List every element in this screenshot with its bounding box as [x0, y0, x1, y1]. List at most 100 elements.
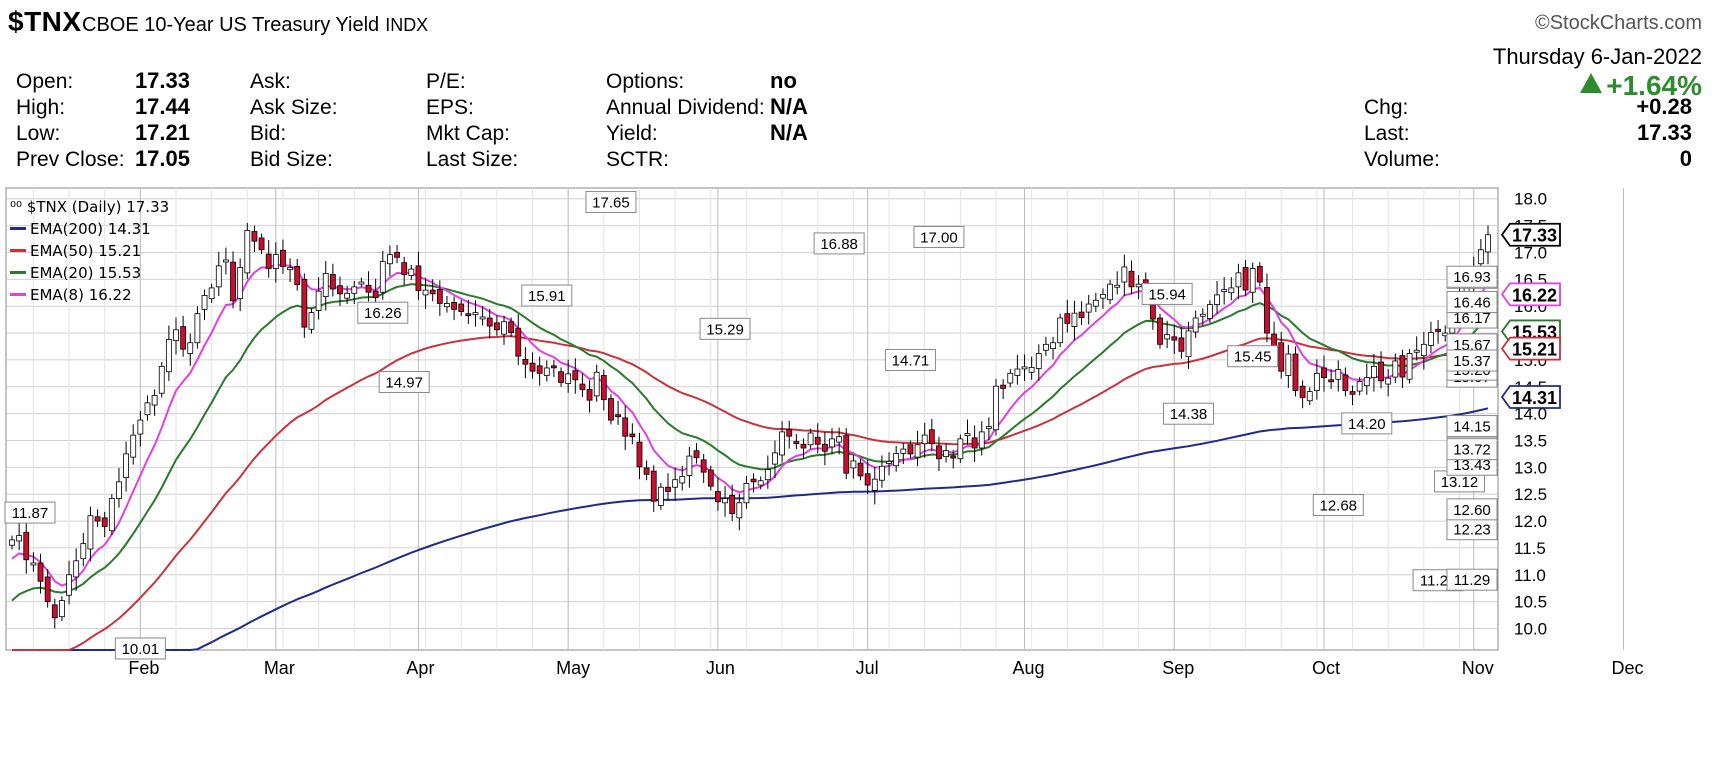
- candle-body: [123, 453, 129, 478]
- value-tag: [1500, 385, 1561, 409]
- candle: [1050, 336, 1056, 360]
- candle: [993, 378, 999, 436]
- candle-body: [1392, 360, 1399, 378]
- y-tick-label: 18.0: [1514, 190, 1547, 209]
- candle: [1100, 288, 1106, 309]
- candle: [472, 300, 479, 327]
- candle-body: [914, 444, 921, 458]
- candle-body: [1021, 366, 1028, 370]
- candle-body: [957, 438, 964, 460]
- candle-body: [821, 443, 828, 452]
- candle: [1007, 369, 1014, 388]
- candle: [1235, 263, 1242, 300]
- candle: [9, 535, 15, 550]
- candle-body: [1050, 342, 1056, 350]
- candle-body: [501, 321, 507, 335]
- candle: [351, 280, 358, 305]
- annotation-box: [1141, 282, 1193, 305]
- candle-body: [1242, 267, 1249, 291]
- candle: [1399, 349, 1406, 388]
- candle-body: [1114, 284, 1121, 288]
- volume-value: 0: [1679, 146, 1692, 171]
- ema-20-line: [11, 283, 1489, 602]
- candle: [1128, 260, 1135, 295]
- candle: [764, 455, 771, 489]
- candle-body: [779, 431, 785, 456]
- candle: [1392, 353, 1399, 384]
- candle-body: [465, 313, 472, 317]
- candle: [1342, 367, 1349, 397]
- candle: [971, 425, 978, 462]
- candle: [821, 431, 828, 466]
- candle-body: [871, 478, 878, 491]
- candle: [223, 247, 229, 275]
- candle-body: [543, 367, 550, 376]
- low-value: 17.21: [134, 120, 190, 145]
- candle-body: [80, 543, 87, 560]
- annotation-label: 14.15: [1453, 419, 1491, 436]
- candle: [1349, 385, 1356, 406]
- candle-body: [301, 278, 308, 328]
- candle-body: [964, 433, 971, 437]
- candle: [943, 443, 949, 463]
- ema-200-line: [12, 407, 1489, 651]
- candle-body: [44, 576, 51, 603]
- candle: [722, 486, 728, 517]
- yield-label: Yield:: [606, 122, 658, 145]
- candle-body: [978, 431, 985, 449]
- candle: [921, 422, 928, 458]
- high-label: High:: [16, 96, 66, 119]
- y-tick-label: 17.0: [1514, 243, 1547, 262]
- candle: [1000, 379, 1007, 400]
- legend-title: ⁰⁰ $TNX (Daily) 17.33: [10, 196, 169, 218]
- candle: [422, 277, 429, 309]
- candle-body: [151, 394, 158, 406]
- candle: [180, 315, 187, 357]
- annotation-box: [1341, 412, 1393, 435]
- candle-body: [715, 491, 721, 503]
- candle: [458, 299, 465, 316]
- candle-body: [1349, 391, 1356, 395]
- candle-body: [1078, 311, 1085, 318]
- candle: [251, 225, 258, 252]
- candle: [707, 465, 714, 491]
- candle: [280, 239, 286, 274]
- candle-body: [529, 362, 536, 372]
- ema200-swatch: [10, 227, 26, 230]
- chart-type-icon: ⁰⁰: [10, 198, 23, 216]
- candle: [536, 356, 543, 386]
- candle-body: [615, 414, 621, 418]
- candle-body: [608, 398, 614, 421]
- brand-link[interactable]: ©StockCharts.com: [1534, 12, 1702, 34]
- bid-size-label: Bid Size:: [250, 148, 333, 171]
- mkt-cap-label: Mkt Cap:: [426, 122, 511, 145]
- candle: [151, 389, 158, 416]
- y-tick-label: 12.0: [1514, 512, 1547, 531]
- candle: [30, 552, 37, 572]
- annotation-label: 12.68: [1319, 498, 1357, 515]
- candle: [294, 258, 301, 291]
- candle-body: [116, 481, 122, 499]
- up-arrow-icon: [1580, 73, 1603, 93]
- candle: [1199, 308, 1206, 326]
- value-tag-label: 16.22: [1512, 285, 1557, 305]
- x-month-label: Jul: [856, 658, 879, 678]
- open-value: 17.33: [134, 68, 190, 93]
- candle: [600, 369, 607, 411]
- candle: [158, 362, 165, 398]
- candle: [1107, 279, 1113, 305]
- security-name: CBOE 10-Year US Treasury Yield INDX: [82, 14, 428, 37]
- y-tick-label: 11.0: [1514, 566, 1546, 585]
- candle: [950, 450, 957, 469]
- legend-ema200: EMA(200) 14.31: [10, 218, 169, 240]
- last-label: Last:: [1364, 122, 1410, 145]
- legend-ema50-text: EMA(50) 15.21: [30, 242, 142, 260]
- candle: [914, 430, 921, 467]
- candle-body: [793, 441, 800, 444]
- annotation-label: 10.01: [122, 641, 160, 658]
- candle: [80, 532, 87, 567]
- annotation-box: [1446, 498, 1498, 521]
- candle: [508, 317, 515, 337]
- plot-frame: [5, 187, 1499, 651]
- eps-label: EPS:: [426, 96, 474, 119]
